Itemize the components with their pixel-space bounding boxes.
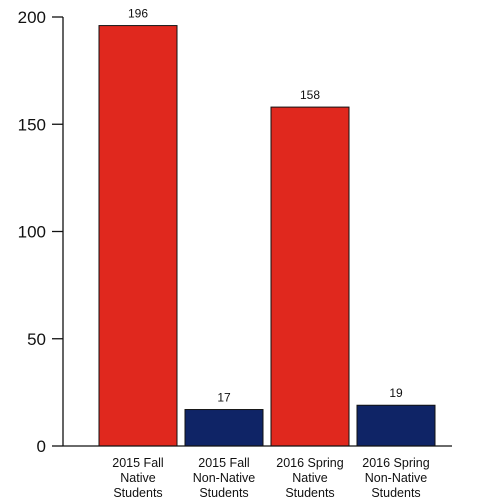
y-axis: 0 50 100 150 200 [18, 8, 64, 456]
bar-value-label: 196 [128, 7, 148, 21]
x-tick-label: 2015 Fall [198, 456, 249, 470]
x-tick-label: Native [292, 471, 327, 485]
bar [270, 106, 350, 447]
y-tick-label: 100 [18, 223, 46, 242]
y-tick-label: 150 [18, 115, 46, 134]
x-tick-label: 2015 Fall [112, 456, 163, 470]
y-tick-label: 0 [37, 437, 46, 456]
bar [98, 25, 178, 447]
x-tick-label: 2016 Spring [362, 456, 429, 470]
bar [356, 404, 436, 447]
bars: 196 17 158 19 [98, 7, 436, 447]
bar [184, 409, 264, 447]
x-tick-label: Students [113, 486, 162, 500]
x-tick-label: Non-Native [365, 471, 428, 485]
y-tick-label: 200 [18, 8, 46, 27]
bar-value-label: 17 [217, 391, 231, 405]
x-tick-label: Students [285, 486, 334, 500]
x-tick-label: Non-Native [193, 471, 256, 485]
bar-value-label: 19 [389, 386, 403, 400]
bar-value-label: 158 [300, 88, 320, 102]
x-tick-label: Students [199, 486, 248, 500]
y-tick-label: 50 [27, 330, 46, 349]
x-tick-label: 2016 Spring [276, 456, 343, 470]
x-tick-label: Native [120, 471, 155, 485]
x-tick-label: Students [371, 486, 420, 500]
